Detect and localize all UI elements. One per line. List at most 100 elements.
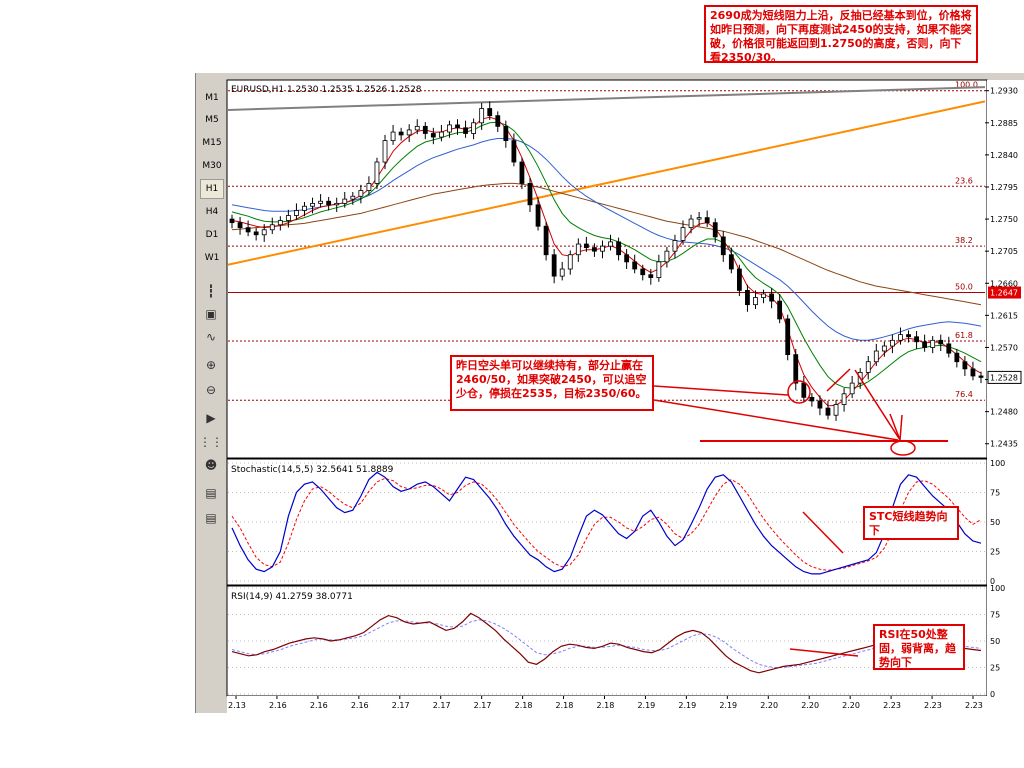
candle-body: [970, 368, 976, 377]
rsi-header: RSI(14,9) 41.2759 38.0771: [231, 592, 353, 602]
candle-body: [487, 108, 493, 117]
candle-body: [881, 345, 887, 352]
timeframe-m30-button[interactable]: M30: [202, 161, 222, 171]
timeframe-m1-button[interactable]: M1: [205, 93, 219, 103]
candle-body: [849, 382, 855, 395]
price-tick-label: 1.2885: [990, 119, 1018, 128]
x-tick-label: 2.16: [269, 701, 287, 710]
candle-body: [688, 218, 694, 229]
candle-body: [761, 293, 766, 298]
candle-body: [825, 407, 831, 416]
candle-body: [753, 297, 758, 306]
candle-body: [342, 198, 348, 204]
rebound-stroke: [826, 368, 851, 392]
fib-level-label: 50.0: [955, 283, 973, 292]
candle-body: [463, 127, 468, 134]
candle-body: [664, 250, 670, 263]
x-tick-label: 2.17: [474, 701, 492, 710]
candle-body: [978, 375, 984, 378]
candle-body: [632, 261, 638, 270]
marker-price-box: [988, 286, 1021, 299]
scroll-right-icon[interactable]: ▶: [206, 411, 216, 425]
candle-body: [583, 243, 589, 249]
x-tick-label: 2.18: [597, 701, 615, 710]
rsi-annotation-box: RSI在50处整固，弱背离，趋势向下: [873, 624, 965, 670]
candle-body: [269, 224, 275, 231]
candle-body: [600, 245, 605, 252]
fib-level-label: 38.2: [955, 236, 973, 245]
candle-body: [624, 254, 630, 263]
candle-body: [608, 241, 613, 247]
timeframe-h4-button[interactable]: H4: [205, 207, 219, 217]
x-tick-label: 2.23: [883, 701, 901, 710]
timeframe-m15-button[interactable]: M15: [202, 138, 222, 148]
template2-icon[interactable]: ▤: [205, 511, 217, 525]
price-tick-label: 1.2480: [990, 408, 1018, 417]
candle-body: [567, 254, 573, 270]
candle-body: [793, 354, 799, 384]
price-tick-label: 1.2705: [990, 247, 1018, 256]
candle-body: [890, 339, 895, 347]
timeframe-h1-button[interactable]: H1: [200, 179, 224, 199]
price-tick-label: 1.2840: [990, 151, 1018, 160]
line-tool-icon[interactable]: ∿: [205, 330, 217, 344]
target-ellipse: [890, 440, 916, 456]
fib-level-label: 23.6: [955, 176, 973, 185]
price-axis: [987, 80, 1024, 696]
candle-body: [398, 131, 404, 136]
rsi-signal-line: [231, 619, 982, 668]
ma-blue-line: [231, 138, 982, 341]
candle-body: [954, 352, 960, 363]
zoom-in-icon[interactable]: ⊕: [205, 358, 217, 372]
x-tick-label: 2.16: [310, 701, 328, 710]
orange-trend-line: [227, 100, 986, 266]
price-tick-label: 1.2615: [990, 311, 1018, 320]
top-annotation-box: 2690成为短线阻力上沿，反抽已经基本到位，价格将如昨日预测，向下再度测试245…: [704, 5, 978, 64]
candle-body: [253, 231, 259, 236]
candle-body: [672, 240, 678, 252]
chart-shift-icon[interactable]: ⋮⋮: [199, 435, 223, 449]
x-tick-label: 2.19: [678, 701, 696, 710]
candle-body: [720, 236, 726, 256]
cursor-icon[interactable]: ┇: [207, 284, 215, 298]
candle-body: [543, 225, 549, 256]
candle-body: [294, 210, 299, 216]
candle-body: [785, 318, 791, 355]
price-tick-label: 1.2570: [990, 343, 1018, 352]
candle-body: [769, 293, 775, 302]
rsi-tick-label: 75: [990, 611, 1000, 620]
candle-body: [318, 200, 323, 204]
price-tick-label: 1.2795: [990, 183, 1018, 192]
candle-body: [503, 125, 509, 142]
ma-red-line: [231, 116, 982, 407]
circle-marker: [787, 380, 811, 404]
timeframe-w1-button[interactable]: W1: [204, 253, 220, 263]
timeframe-m5-button[interactable]: M5: [205, 115, 219, 125]
zoom-out-icon[interactable]: ⊖: [205, 383, 217, 397]
current-price-box: [987, 370, 1022, 384]
candle-body: [326, 200, 332, 206]
x-tick-label: 2.19: [637, 701, 655, 710]
x-tick-label: 2.23: [924, 701, 942, 710]
candle-body: [285, 215, 291, 221]
lock-icon[interactable]: ▣: [205, 307, 217, 321]
fib-level-label: 76.4: [955, 390, 973, 399]
candle-body: [962, 361, 968, 370]
rsi-tick-label: 0: [990, 690, 995, 699]
expert-icon[interactable]: ☻: [204, 458, 218, 472]
candle-body: [382, 140, 388, 163]
candle-body: [809, 396, 815, 402]
candle-body: [414, 125, 420, 131]
stoch-tick-label: 0: [990, 577, 995, 586]
candle-body: [511, 140, 517, 163]
candle-body: [527, 183, 533, 206]
x-tick-label: 2.13: [228, 701, 246, 710]
timeframe-d1-button[interactable]: D1: [205, 230, 219, 240]
stoch-trend-line: [802, 511, 844, 554]
price-tick-label: 1.2435: [990, 440, 1018, 449]
symbol-header: EURUSD,H1 1.2530 1.2535 1.2526 1.2528: [231, 85, 422, 95]
candle-body: [930, 339, 936, 348]
candle-body: [656, 261, 662, 278]
price-tick-label: 1.2660: [990, 279, 1018, 288]
template-icon[interactable]: ▤: [205, 486, 217, 500]
